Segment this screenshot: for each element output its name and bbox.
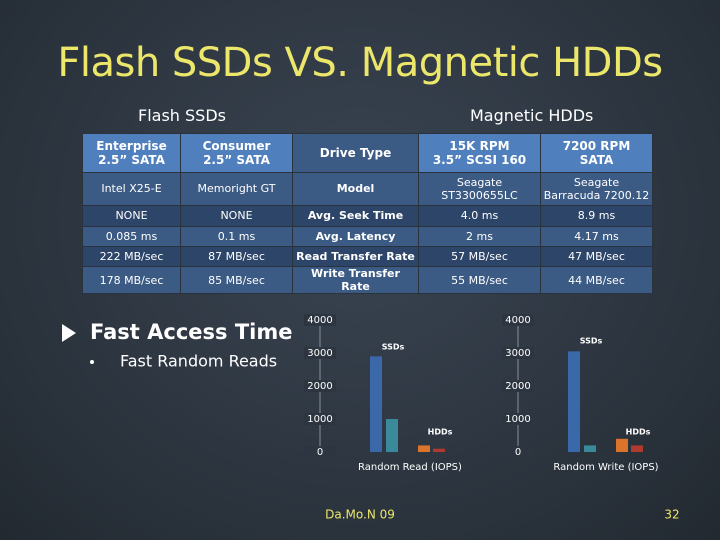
bar	[568, 351, 580, 452]
tick-label-bg	[502, 380, 534, 392]
table-row: 222 MB/sec 87 MB/sec Read Transfer Rate 57 …	[82, 246, 653, 267]
annotation: HDDs	[626, 428, 651, 437]
x-axis-label: Random Read (IOPS)	[358, 462, 462, 473]
slide-title: Flash SSDs VS. Magnetic HDDs	[57, 40, 663, 86]
tick-label-bg	[304, 347, 336, 359]
table-cell: 7200 RPM SATA	[540, 133, 653, 173]
y-tick-label: 3000	[505, 348, 530, 359]
tick-label-bg	[502, 314, 534, 326]
annotation: HDDs	[428, 428, 453, 437]
bar	[616, 438, 628, 452]
y-tick-label: 0	[515, 447, 521, 458]
bar	[386, 419, 398, 452]
x-axis-label: Random Write (IOPS)	[553, 462, 658, 473]
column-group-title: Flash SSDs	[138, 106, 226, 125]
table-cell: 15K RPM 3.5” SCSI 160	[418, 133, 541, 173]
bar	[631, 445, 643, 452]
bullet-heading: Fast Access Time	[90, 320, 292, 344]
tick-label-bg	[304, 380, 336, 392]
bullet-dot	[90, 360, 94, 364]
table-cell: Read Transfer Rate	[292, 246, 419, 267]
table-cell: Intel X25-E	[82, 172, 181, 206]
tick-label-bg	[502, 413, 534, 425]
bullet-item: Fast Random Reads	[120, 352, 277, 371]
table-cell: Drive Type	[292, 133, 419, 173]
table-cell: 0.085 ms	[82, 226, 181, 247]
table-cell: 44 MB/sec	[540, 265, 653, 295]
table-cell: 57 MB/sec	[418, 246, 541, 267]
bar	[433, 448, 445, 452]
y-tick-label: 1000	[505, 414, 530, 425]
table-cell: 8.9 ms	[540, 205, 653, 227]
annotation: SSDs	[382, 343, 405, 352]
table-cell: Seagate ST3300655LC	[418, 172, 541, 206]
table-row: 178 MB/sec 85 MB/sec Write Transfer Rate 55…	[82, 265, 653, 295]
tick-label-bg	[502, 347, 534, 359]
bar	[418, 445, 430, 452]
table-row: 0.085 ms 0.1 ms Avg. Latency 2 ms 4.17 ms	[82, 226, 653, 247]
y-tick-label: 1000	[307, 414, 332, 425]
table-cell: 47 MB/sec	[540, 246, 653, 267]
tick-label-bg	[304, 446, 336, 458]
table-cell: 87 MB/sec	[180, 246, 293, 267]
table-cell: Write Transfer Rate	[292, 265, 419, 295]
footer: Da.Mo.N 09	[325, 508, 395, 522]
table-cell: 0.1 ms	[180, 226, 293, 247]
bar	[370, 356, 382, 452]
bar	[584, 445, 596, 452]
table-cell: 178 MB/sec	[82, 265, 181, 295]
column-group-title: Magnetic HDDs	[470, 106, 594, 125]
tick-label-bg	[304, 314, 336, 326]
annotation: SSDs	[580, 337, 603, 346]
tick-label-bg	[502, 446, 534, 458]
y-tick-label: 2000	[307, 381, 332, 392]
comparison-table: Enterprise 2.5” SATA Consumer 2.5” SATA Dr…	[82, 133, 653, 295]
table-row: Enterprise 2.5” SATA Consumer 2.5” SATA Dr…	[82, 133, 653, 173]
table-cell: 85 MB/sec	[180, 265, 293, 295]
bullet-arrow	[62, 324, 76, 342]
page-number: 32	[664, 508, 679, 522]
table-cell: NONE	[82, 205, 181, 227]
table-cell: Seagate Barracuda 7200.12	[540, 172, 653, 206]
y-tick-label: 2000	[505, 381, 530, 392]
tick-label-bg	[304, 413, 336, 425]
table-cell: Consumer 2.5” SATA	[180, 133, 293, 173]
y-tick-label: 4000	[505, 315, 530, 326]
table-cell: 55 MB/sec	[418, 265, 541, 295]
y-tick-label: 4000	[307, 315, 332, 326]
table-row: NONE NONE Avg. Seek Time 4.0 ms 8.9 ms	[82, 205, 653, 227]
table-cell: Avg. Latency	[292, 226, 419, 247]
table-cell: 4.17 ms	[540, 226, 653, 247]
y-tick-label: 0	[317, 447, 323, 458]
y-tick-label: 3000	[307, 348, 332, 359]
